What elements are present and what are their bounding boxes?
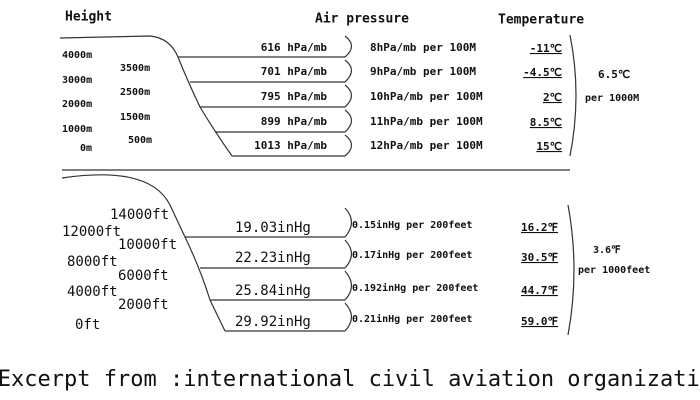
rate: 12hPa/mb per 100M	[370, 139, 483, 152]
temperature: -4.5℃	[523, 66, 562, 79]
lapse: per 1000M	[585, 93, 639, 104]
rate: 0.21inHg per 200feet	[352, 313, 472, 325]
temperature: 8.5℃	[530, 116, 562, 129]
temperature: 30.5℉	[521, 251, 558, 264]
height-label: 2500m	[120, 87, 150, 98]
height-label: 3000m	[62, 75, 92, 86]
rate: 9hPa/mb per 100M	[370, 65, 476, 78]
temperature: 44.7℉	[521, 284, 558, 297]
height-label: 0m	[80, 143, 92, 154]
rate: 0.192inHg per 200feet	[352, 282, 478, 294]
lapse: per 1000feet	[578, 265, 650, 276]
metric-lines	[59, 34, 577, 157]
lapse-bracket	[567, 204, 575, 336]
height-label: 0ft	[75, 317, 100, 333]
height-label: 8000ft	[67, 254, 118, 270]
rate: 0.17inHg per 200feet	[352, 249, 472, 261]
height-label: 4000ft	[67, 284, 118, 300]
pressure: 29.92inHg	[235, 314, 311, 330]
temperature: 59.0℉	[521, 315, 558, 328]
temperature: 16.2℉	[521, 221, 558, 234]
pressure: 899 hPa/mb	[261, 115, 328, 128]
temperature: 15℃	[536, 140, 562, 153]
height-label: 1500m	[120, 112, 150, 123]
height-label: 3500m	[120, 63, 150, 74]
pressure: 22.23inHg	[235, 250, 311, 266]
row-brackets	[344, 207, 353, 332]
temperature: -11℃	[530, 42, 562, 55]
height-label: 500m	[128, 135, 152, 146]
height-label: 4000m	[62, 50, 92, 61]
height-label: 6000ft	[118, 268, 169, 284]
pressure: 1013 hPa/mb	[254, 139, 327, 152]
header: Height	[65, 10, 112, 25]
height-label: 14000ft	[110, 207, 169, 223]
temperature: 2℃	[543, 91, 562, 104]
row-brackets	[344, 35, 353, 157]
height-label: 10000ft	[118, 237, 177, 253]
rate: 8hPa/mb per 100M	[370, 41, 476, 54]
caption: Excerpt from :international civil aviati…	[0, 367, 700, 392]
rate: 10hPa/mb per 100M	[370, 90, 483, 103]
lapse: 3.6℉	[593, 245, 621, 256]
pressure: 795 hPa/mb	[261, 90, 328, 103]
metric-curve	[59, 35, 233, 157]
pressure: 616 hPa/mb	[261, 41, 328, 54]
height-label: 1000m	[62, 124, 92, 135]
lapse: 6.5℃	[598, 68, 630, 81]
height-label: 12000ft	[62, 224, 121, 240]
pressure: 25.84inHg	[235, 283, 311, 299]
header: Temperature	[498, 13, 584, 28]
pressure: 701 hPa/mb	[261, 65, 328, 78]
imperial-curve	[61, 174, 226, 332]
lapse-bracket	[569, 34, 577, 157]
rate: 0.15inHg per 200feet	[352, 219, 472, 231]
pressure: 19.03inHg	[235, 220, 311, 236]
height-label: 2000m	[62, 99, 92, 110]
height-label: 2000ft	[118, 297, 169, 313]
header: Air pressure	[315, 12, 409, 27]
imperial-lines	[61, 169, 575, 336]
rate: 11hPa/mb per 100M	[370, 115, 483, 128]
